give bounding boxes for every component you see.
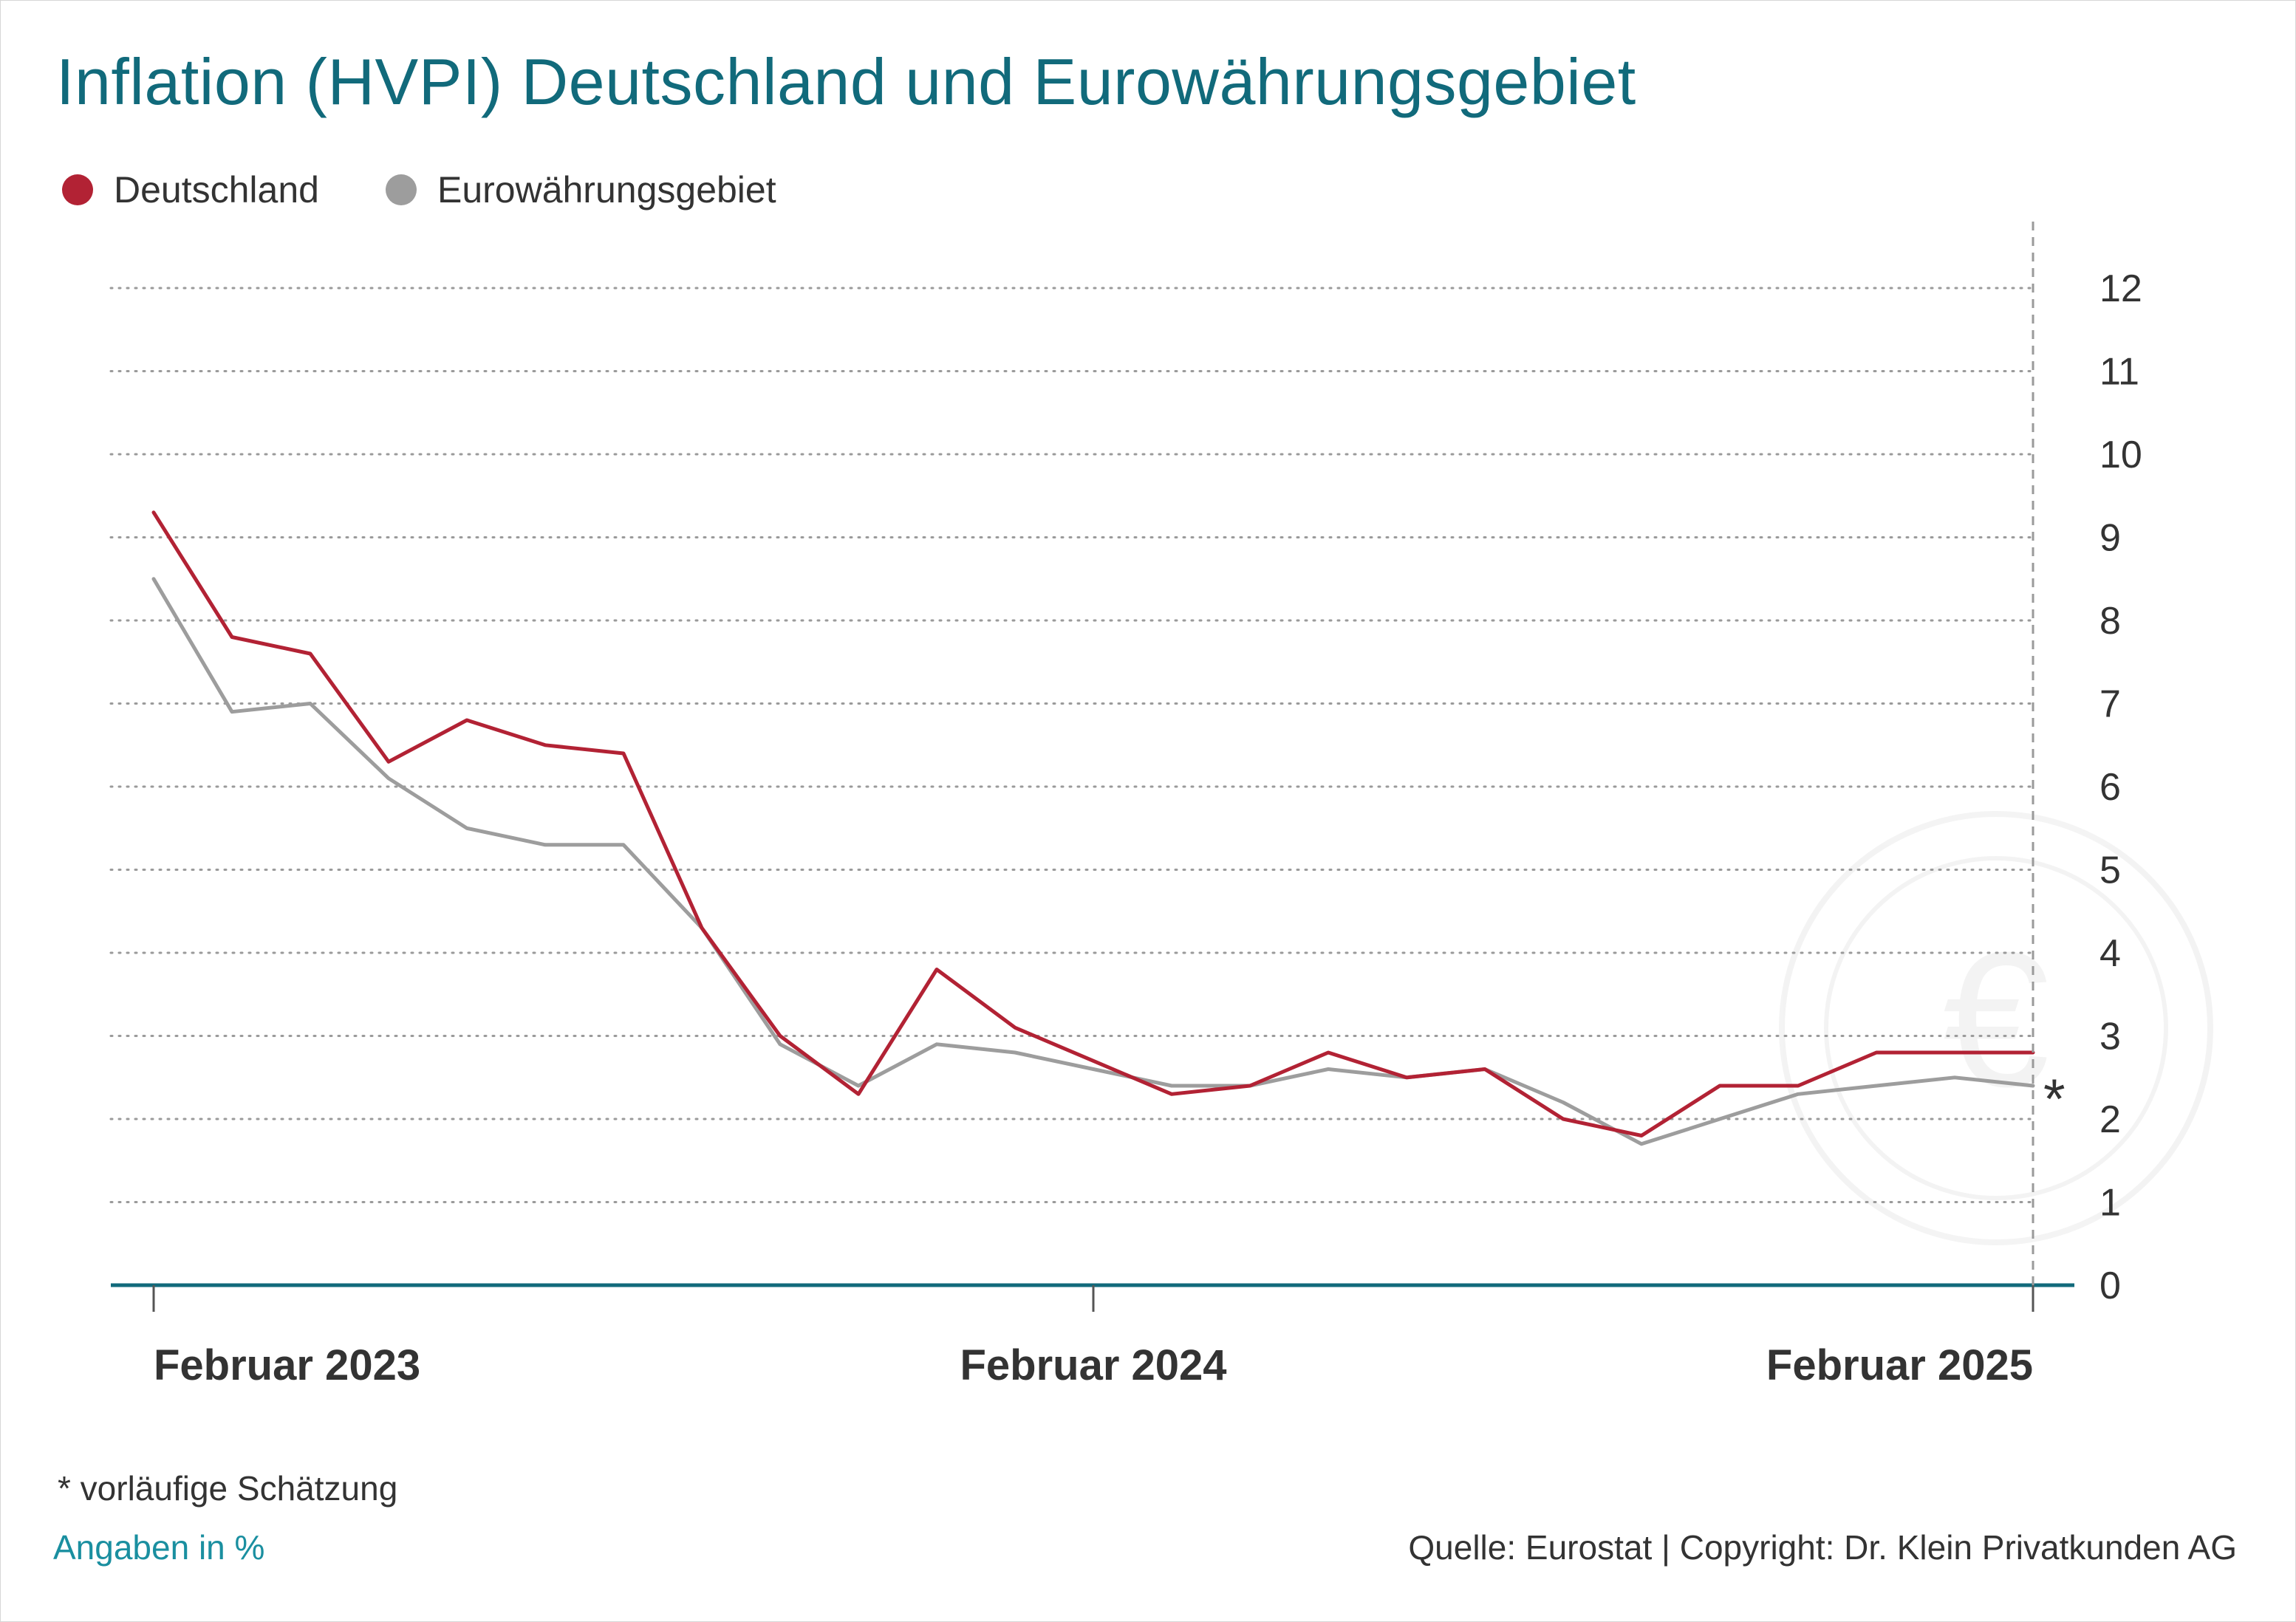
y-tick-label: 2	[2099, 1098, 2121, 1141]
y-tick-label: 8	[2099, 600, 2121, 643]
legend-label-deutschland: Deutschland	[114, 169, 319, 211]
series-line-deutschland	[151, 510, 2035, 1137]
asterisk-annotation: *	[2043, 1068, 2066, 1131]
y-tick-label: 7	[2099, 683, 2121, 726]
y-tick-label: 11	[2099, 351, 2139, 394]
annotations: *	[2043, 1068, 2066, 1131]
legend-dot-deutschland	[62, 174, 93, 205]
y-tick-label: 5	[2099, 849, 2121, 892]
chart-title: Inflation (HVPI) Deutschland und Eurowäh…	[56, 45, 1636, 118]
footnote: * vorläufige Schätzung	[58, 1469, 398, 1508]
svg-text:€: €	[1943, 913, 2050, 1127]
legend-label-eurowaehrungsgebiet: Eurowährungsgebiet	[437, 169, 776, 211]
y-tick-label: 12	[2099, 267, 2142, 310]
y-tick-label: 3	[2099, 1016, 2121, 1058]
x-tick-label: Februar 2024	[960, 1341, 1226, 1389]
unit-note: Angaben in %	[53, 1528, 265, 1567]
y-tick-label: 6	[2099, 766, 2121, 809]
legend: Deutschland Eurowährungsgebiet	[62, 168, 843, 211]
series-line-eurowaehrungsgebiet	[151, 577, 2035, 1146]
gridlines	[109, 287, 2034, 1203]
y-tick-label: 10	[2099, 434, 2142, 476]
source-note: Quelle: Eurostat | Copyright: Dr. Klein …	[1408, 1528, 2237, 1567]
legend-item-eurowaehrungsgebiet: Eurowährungsgebiet	[385, 168, 776, 211]
y-tick-label: 9	[2099, 517, 2121, 560]
legend-item-deutschland: Deutschland	[62, 168, 319, 211]
series-lines	[151, 510, 2035, 1146]
x-tick-label: Februar 2025	[1766, 1341, 2033, 1389]
y-tick-label: 1	[2099, 1182, 2121, 1225]
euro-watermark-icon: €	[1779, 811, 2213, 1245]
y-tick-label: 4	[2099, 932, 2121, 975]
x-axis: Februar 2023 Februar 2024 Februar 2025	[111, 222, 2074, 1389]
legend-dot-eurowaehrungsgebiet	[385, 174, 417, 205]
y-tick-label: 0	[2099, 1265, 2121, 1307]
x-tick-label: Februar 2023	[154, 1341, 420, 1389]
